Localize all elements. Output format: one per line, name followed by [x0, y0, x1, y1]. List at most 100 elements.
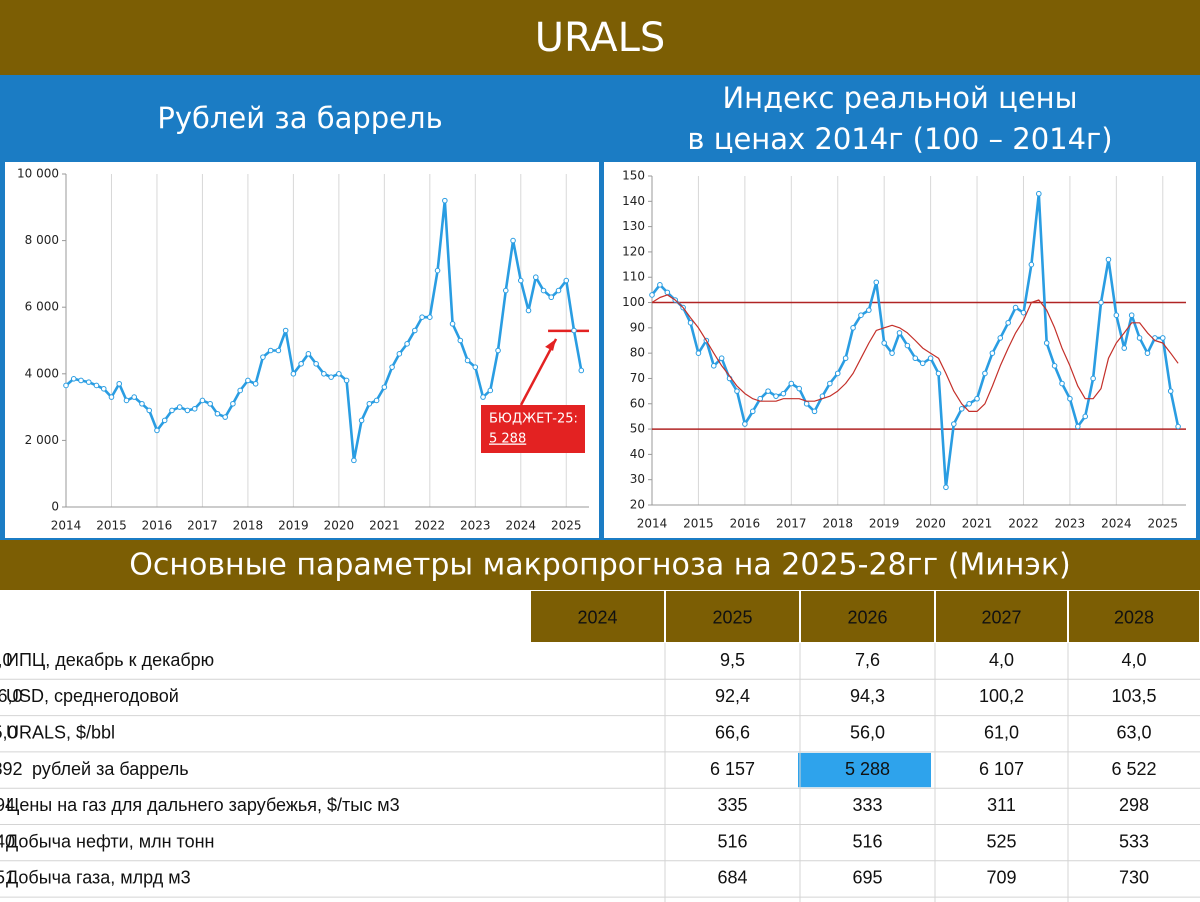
point [842, 355, 849, 362]
annotation-box [481, 405, 585, 453]
header-cell [666, 591, 799, 642]
point [1012, 304, 1019, 311]
point [1043, 340, 1050, 346]
annotation-arrow [519, 338, 558, 406]
x-tick-label: 2017 [187, 519, 218, 533]
row-label: USD, среднегодовой [6, 686, 179, 706]
x-tick-label: 2021 [369, 519, 400, 533]
point [532, 274, 539, 281]
point [290, 371, 297, 377]
y-tick-label: 2 000 [25, 433, 59, 447]
row-label: Добыча нефти, млн тонн [6, 831, 214, 851]
header-cell [1069, 591, 1199, 642]
point [321, 371, 327, 377]
x-tick-label: 2017 [776, 517, 807, 531]
point [687, 319, 694, 326]
x-tick-label: 2022 [1008, 517, 1039, 531]
point [850, 325, 856, 331]
table-cell: 56,0 [850, 723, 885, 743]
point [252, 380, 259, 387]
table-cell: 298 [1119, 795, 1149, 815]
y-tick-label: 130 [622, 219, 645, 233]
point [935, 370, 942, 377]
point [100, 385, 107, 392]
point [548, 294, 555, 301]
y-tick-label: 100 [622, 295, 645, 309]
point [657, 282, 663, 288]
point [366, 400, 373, 407]
point [710, 363, 717, 369]
point [1067, 395, 1073, 402]
point [1098, 299, 1104, 306]
table-cell: 525 [986, 831, 1016, 851]
point [267, 347, 274, 354]
point [664, 289, 671, 296]
x-tick-label: 2020 [915, 517, 946, 531]
header-cell [531, 591, 664, 642]
y-tick-label: 80 [630, 346, 645, 360]
point [1175, 423, 1181, 430]
point [749, 408, 756, 415]
point [943, 484, 949, 491]
column-header: 2028 [1114, 607, 1154, 627]
point [1159, 335, 1166, 341]
table-cell: 66,6 [715, 723, 750, 743]
table-cell: 5 288 [845, 759, 890, 779]
x-tick-label: 2016 [142, 519, 173, 533]
table-cell: 106,0 [0, 686, 23, 706]
point [116, 380, 123, 387]
point [154, 427, 160, 434]
page-title: URALS [535, 15, 666, 61]
point [773, 393, 779, 399]
point [282, 327, 289, 334]
point [834, 370, 841, 377]
x-tick-label: 2023 [1055, 517, 1086, 531]
table-cell: 540 [0, 831, 15, 851]
point [442, 197, 448, 204]
point [222, 414, 228, 420]
x-tick-label: 2015 [683, 517, 714, 531]
x-tick-label: 2022 [415, 519, 446, 533]
table-cell: 533 [1119, 831, 1149, 851]
point [966, 400, 972, 407]
point [997, 335, 1004, 341]
point [912, 355, 919, 362]
y-tick-label: 140 [622, 194, 645, 208]
point [578, 367, 585, 374]
table-cell: 63,0 [1116, 723, 1151, 743]
x-tick-label: 2024 [1101, 517, 1132, 531]
point [563, 277, 570, 284]
annotation-value: 5 288 [489, 432, 526, 447]
point [191, 405, 198, 412]
table-cell: 4,0 [0, 650, 13, 670]
point [866, 307, 872, 313]
point [139, 400, 145, 407]
table-cell: 65,0 [0, 723, 18, 743]
x-tick-label: 2025 [551, 519, 582, 533]
point [1036, 190, 1042, 197]
point [571, 327, 577, 334]
point [873, 279, 880, 286]
point [487, 387, 494, 394]
column-header: 2027 [981, 607, 1021, 627]
point [214, 410, 221, 417]
section-title: Основные параметры макропрогноза на 2025… [129, 548, 1070, 583]
point [381, 384, 388, 390]
y-tick-label: 0 [51, 500, 59, 514]
table-cell: 103,5 [1111, 686, 1156, 706]
x-tick-label: 2019 [869, 517, 900, 531]
table-cell: 6 157 [710, 759, 755, 779]
point [343, 377, 350, 384]
point [1167, 388, 1174, 394]
table-cell: 684 [717, 868, 747, 888]
arrow-head [545, 338, 557, 351]
point [161, 417, 168, 424]
point [328, 374, 334, 380]
point [305, 351, 312, 357]
x-tick-label: 2025 [1148, 517, 1179, 531]
x-tick-label: 2020 [324, 519, 355, 533]
chart-title: Рублей за баррель [157, 101, 442, 135]
point [525, 307, 532, 314]
x-tick-label: 2016 [730, 517, 761, 531]
point [457, 337, 464, 344]
